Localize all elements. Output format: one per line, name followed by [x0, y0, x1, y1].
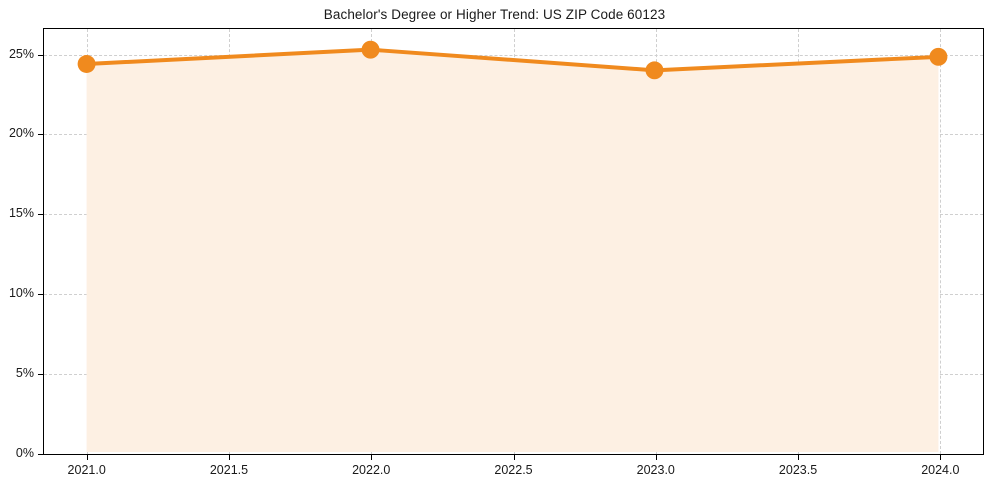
series-line	[84, 47, 941, 73]
data-point-marker	[929, 47, 948, 66]
y-axis-tick-label: 5%	[15, 366, 34, 381]
y-axis-tickmark	[38, 294, 43, 296]
x-axis-tickmark	[228, 455, 230, 460]
x-axis-tick-label: 2024.0	[921, 463, 960, 477]
y-axis-tick-label: 10%	[8, 286, 34, 301]
plot-area	[43, 28, 984, 455]
y-axis-tickmark	[38, 374, 43, 376]
y-axis-tickmark	[38, 134, 43, 136]
y-axis-tick-label: 25%	[8, 46, 34, 61]
chart-title: Bachelor's Degree or Higher Trend: US ZI…	[323, 7, 666, 22]
x-axis-tickmark	[940, 455, 942, 460]
y-axis-tick-label: 20%	[8, 126, 34, 141]
y-axis-tickmark	[38, 54, 43, 56]
y-axis-tick-label: 15%	[8, 206, 34, 221]
x-axis-tick-label: 2022.5	[494, 463, 533, 477]
x-axis-tickmark	[371, 455, 373, 460]
x-axis-tick-label: 2022.0	[352, 463, 391, 477]
data-point-marker	[645, 61, 664, 80]
y-axis-tick-label: 0%	[15, 446, 34, 460]
x-axis-tickmark	[513, 455, 515, 460]
x-axis-tickmark	[86, 455, 88, 460]
x-axis-tick-label: 2023.0	[636, 463, 675, 477]
series-layer	[77, 40, 948, 453]
x-axis-tickmark	[655, 455, 657, 460]
data-point-marker	[361, 40, 380, 59]
y-axis-tickmark	[38, 214, 43, 216]
plot-inner	[44, 29, 983, 454]
x-axis-tick-label: 2021.0	[67, 463, 106, 477]
data-point-marker	[77, 55, 96, 73]
x-axis-tick-label: 2023.5	[778, 463, 818, 477]
y-axis-tickmark	[38, 454, 43, 455]
series-area-fill	[86, 49, 939, 453]
x-axis-tick-label: 2021.5	[209, 463, 249, 477]
x-axis-tickmark	[798, 455, 800, 460]
